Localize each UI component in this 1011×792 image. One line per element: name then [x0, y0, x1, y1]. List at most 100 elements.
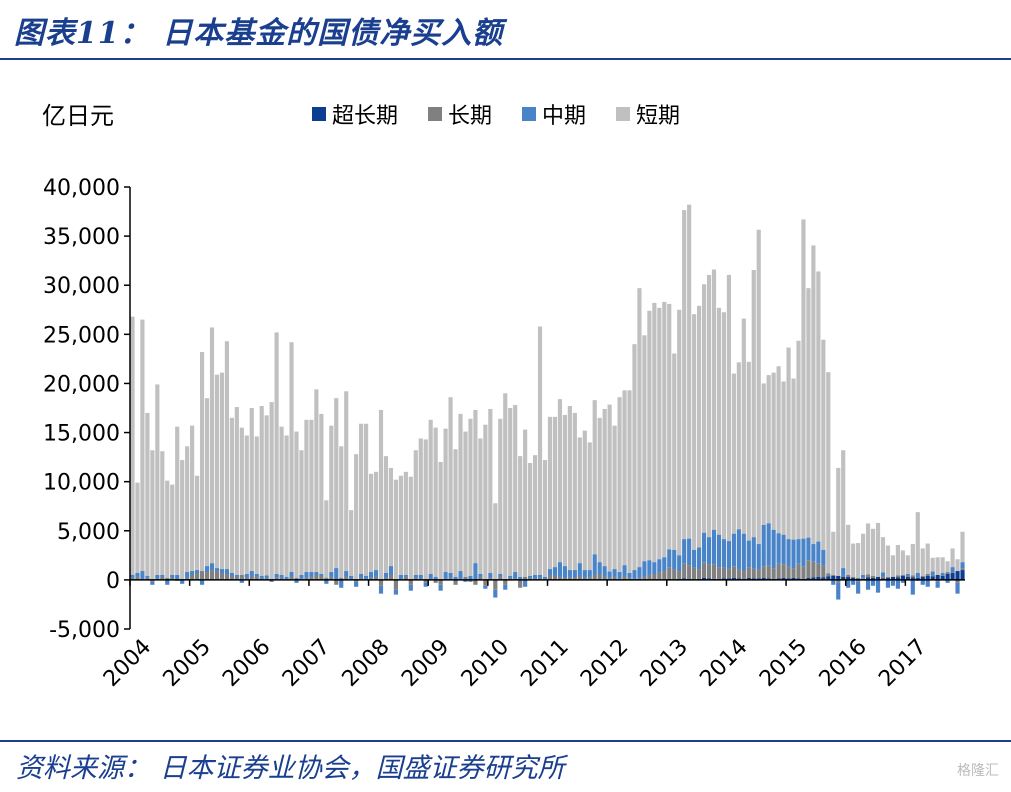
- bar-medium: [890, 580, 896, 586]
- bar-short: [284, 435, 289, 577]
- bar-medium: [836, 582, 841, 600]
- bar-medium: [547, 569, 553, 575]
- bar-short: [319, 413, 324, 574]
- bar-medium: [329, 572, 334, 577]
- bar-super-long: [761, 577, 766, 580]
- bar-long: [935, 579, 940, 582]
- bar-medium: [324, 579, 329, 584]
- bar-short: [463, 431, 468, 577]
- bar-short: [890, 555, 896, 577]
- bar-medium: [473, 563, 478, 580]
- bar-short: [209, 327, 215, 564]
- bar-short: [269, 402, 274, 579]
- legend-item-short: 短期: [616, 98, 680, 130]
- bar-short: [294, 431, 299, 578]
- bar-short: [170, 484, 175, 575]
- bar-long: [324, 577, 329, 580]
- bar-medium: [672, 549, 677, 570]
- y-tick-label: 0: [106, 569, 120, 594]
- bar-medium: [900, 579, 905, 583]
- bar-long: [637, 577, 642, 580]
- bar-long: [319, 575, 324, 580]
- bar-medium: [344, 571, 349, 577]
- bar-short: [359, 423, 364, 574]
- bar-short: [935, 557, 940, 575]
- bar-long: [403, 576, 408, 580]
- bar-medium: [418, 574, 423, 579]
- bar-medium: [950, 567, 955, 573]
- bar-long: [378, 579, 384, 586]
- bar-medium: [632, 570, 637, 579]
- bar-short: [776, 366, 781, 534]
- bar-long: [552, 575, 558, 580]
- bar-short: [443, 428, 448, 573]
- bar-medium: [736, 529, 741, 570]
- bar-medium: [532, 574, 538, 579]
- y-tick-label: 25,000: [43, 323, 120, 348]
- bar-short: [433, 427, 438, 577]
- bar-long: [413, 577, 418, 580]
- bar-medium: [185, 572, 190, 578]
- bar-medium: [483, 585, 488, 589]
- bar-medium: [602, 566, 607, 577]
- bar-super-long: [895, 577, 900, 580]
- bar-medium: [682, 539, 687, 564]
- bar-short: [865, 523, 871, 575]
- bar-long: [801, 566, 806, 579]
- bar-medium: [731, 533, 736, 567]
- x-tick-label: 2010: [457, 635, 514, 692]
- bar-short: [801, 219, 806, 539]
- bar-short: [836, 467, 841, 576]
- bar-super-long: [851, 577, 856, 580]
- bar-long: [726, 568, 731, 579]
- bar-medium: [771, 529, 776, 569]
- bar-medium: [751, 537, 756, 569]
- bar-short: [383, 456, 389, 574]
- bar-super-long: [731, 577, 736, 580]
- bar-medium: [582, 570, 587, 578]
- bar-long: [597, 574, 602, 580]
- bar-long: [383, 577, 389, 580]
- bar-long: [150, 579, 155, 582]
- bar-super-long: [781, 577, 786, 580]
- bar-medium: [229, 573, 234, 576]
- bar-short: [214, 374, 220, 569]
- bar-short: [175, 426, 180, 575]
- bar-medium: [354, 581, 359, 587]
- bar-long: [433, 579, 438, 583]
- bar-long: [567, 576, 572, 580]
- bar-long: [473, 579, 478, 585]
- bar-long: [368, 577, 374, 580]
- bar-long: [309, 576, 314, 580]
- legend-swatch-super-long: [312, 107, 326, 121]
- bar-medium: [667, 549, 672, 568]
- y-tick-label: -5,000: [49, 618, 120, 643]
- bar-medium: [711, 529, 717, 565]
- legend-swatch-short: [616, 107, 631, 121]
- bar-medium: [214, 568, 220, 572]
- bar-long: [836, 579, 841, 583]
- bar-medium: [234, 574, 239, 577]
- bar-short: [816, 271, 821, 542]
- bar-medium: [145, 575, 150, 578]
- bar-short: [831, 531, 836, 575]
- y-tick-label: 5,000: [57, 520, 120, 545]
- bar-short: [791, 378, 796, 540]
- bar-medium: [821, 549, 826, 566]
- bar-medium: [746, 540, 751, 568]
- bar-short: [339, 446, 344, 578]
- bar-medium: [274, 574, 279, 578]
- bar-short: [721, 312, 727, 540]
- bar-long: [339, 577, 344, 580]
- bar-short: [652, 302, 657, 563]
- bar-super-long: [955, 571, 960, 580]
- y-tick-label: 30,000: [43, 274, 120, 299]
- bar-short: [851, 543, 856, 577]
- bar-long: [761, 566, 766, 578]
- bar-medium: [413, 574, 418, 578]
- bar-short: [577, 437, 582, 564]
- bar-long: [219, 573, 225, 580]
- bar-short: [741, 318, 746, 534]
- bar-long: [960, 568, 965, 571]
- bar-long: [736, 569, 741, 579]
